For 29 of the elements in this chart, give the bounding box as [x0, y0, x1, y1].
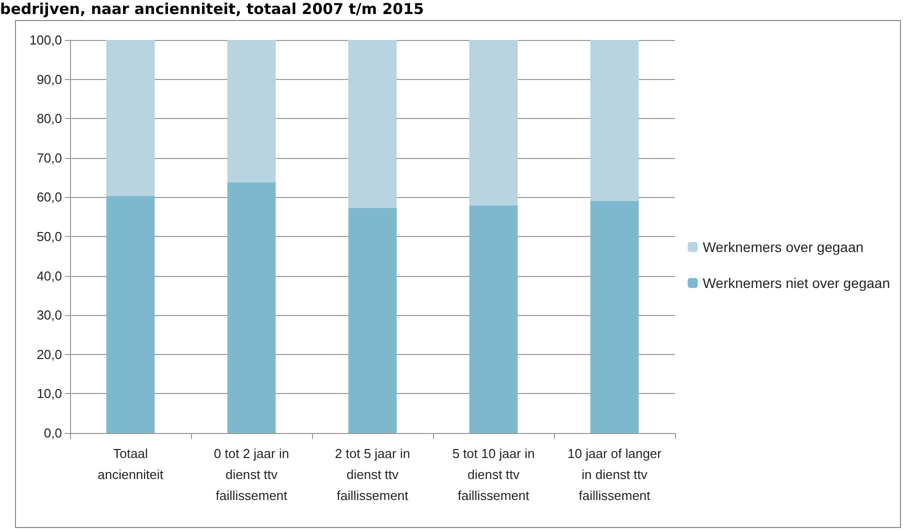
y-tick-label: 20,0	[36, 346, 62, 362]
bar	[106, 40, 155, 196]
legend-label: Werknemers niet over gegaan	[702, 275, 890, 291]
y-tick-label: 100,0	[29, 32, 62, 48]
y-tick-label: 50,0	[36, 229, 62, 244]
bar	[348, 40, 397, 208]
x-tick-label: 0 tot 2 jaar in dienst ttv faillissement	[214, 446, 290, 503]
legend-label: Werknemers over gegaan	[702, 239, 864, 255]
x-tick-label: 2 tot 5 jaar in dienst ttv faillissement	[334, 446, 410, 503]
y-tick-label: 40,0	[36, 268, 62, 284]
y-tick-label: 70,0	[36, 150, 62, 166]
y-tick-label: 80,0	[36, 111, 62, 126]
bar	[469, 205, 518, 433]
x-tick-label: 10 jaar of langer in dienst ttv faillissement	[568, 446, 662, 503]
y-tick-label: 60,0	[36, 190, 62, 205]
bar	[227, 182, 276, 433]
y-tick-label: 0,0	[44, 426, 62, 440]
y-tick-label: 10,0	[36, 386, 62, 402]
x-tick-label: Totaal ancienniteit	[98, 446, 164, 482]
bar	[227, 40, 276, 182]
bar	[590, 40, 639, 201]
y-tick-label: 90,0	[36, 72, 62, 87]
y-tick-label: 30,0	[36, 308, 62, 323]
bar	[590, 200, 639, 433]
bar	[469, 40, 518, 206]
x-tick-label: 5 tot 10 jaar in dienst ttv faillissement	[452, 446, 535, 503]
chart-title: bedrijven, naar ancienniteit, totaal 2007 t/m 2015	[0, 0, 424, 18]
bar	[348, 208, 397, 433]
bar	[106, 196, 155, 433]
